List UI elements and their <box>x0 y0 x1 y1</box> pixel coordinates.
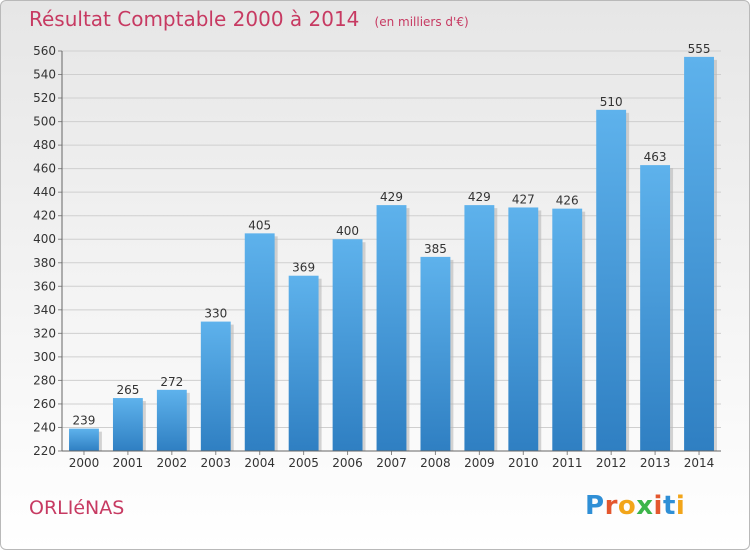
x-tick-label: 2001 <box>113 456 144 470</box>
x-tick-label: 2004 <box>244 456 275 470</box>
bar-value-label: 405 <box>248 218 271 232</box>
bar-value-label: 427 <box>512 192 535 206</box>
logo-letter: t <box>662 491 676 521</box>
bar-value-label: 555 <box>688 42 711 56</box>
bar-value-label: 426 <box>556 194 579 208</box>
y-tick-label: 220 <box>33 444 56 458</box>
y-tick-label: 460 <box>33 162 56 176</box>
logo-letter: x <box>636 491 654 521</box>
bar-value-label: 385 <box>424 242 447 256</box>
logo-letter: o <box>617 491 637 521</box>
y-tick-label: 440 <box>33 185 56 199</box>
x-tick-label: 2006 <box>332 456 363 470</box>
bar-value-label: 369 <box>292 261 315 275</box>
y-tick-label: 520 <box>33 91 56 105</box>
x-tick-label: 2005 <box>288 456 319 470</box>
bar-value-label: 510 <box>600 95 623 109</box>
bar <box>640 165 671 451</box>
x-tick-label: 2012 <box>596 456 627 470</box>
y-tick-label: 360 <box>33 279 56 293</box>
bar <box>69 428 99 451</box>
x-tick-label: 2007 <box>376 456 407 470</box>
chart-title-block: Résultat Comptable 2000 à 2014 (en milli… <box>29 7 469 31</box>
bar <box>420 256 451 451</box>
bar-value-label: 239 <box>73 414 96 428</box>
bar <box>376 205 407 451</box>
logo-letter: i <box>653 491 663 521</box>
y-tick-label: 560 <box>33 44 56 58</box>
y-tick-label: 500 <box>33 115 56 129</box>
logo-letter: P <box>585 491 605 521</box>
bar <box>288 275 319 451</box>
y-tick-label: 540 <box>33 68 56 82</box>
x-tick-label: 2008 <box>420 456 451 470</box>
bar <box>508 207 539 451</box>
x-tick-label: 2013 <box>640 456 671 470</box>
bar <box>112 398 143 451</box>
logo-letter: r <box>604 491 618 521</box>
bar-value-label: 429 <box>380 190 403 204</box>
bar <box>596 109 627 451</box>
axes: 220 240 260 280 300 320 340 360 380 400 420 440 460 4… <box>33 44 721 470</box>
y-tick-label: 340 <box>33 303 56 317</box>
y-tick-label: 240 <box>33 420 56 434</box>
y-tick-label: 300 <box>33 350 56 364</box>
x-tick-label: 2000 <box>69 456 100 470</box>
chart-unit: (en milliers d'€) <box>374 15 469 29</box>
proxiti-logo: Proxiti <box>585 491 685 521</box>
x-tick-label: 2002 <box>157 456 188 470</box>
chart-title: Résultat Comptable 2000 à 2014 <box>29 7 360 31</box>
bar <box>332 239 363 451</box>
y-tick-label: 260 <box>33 397 56 411</box>
bar-value-label: 400 <box>336 224 359 238</box>
bar-value-label: 272 <box>160 375 183 389</box>
bar <box>244 233 275 451</box>
commune-name: ORLIéNAS <box>29 497 125 519</box>
bar-value-label: 330 <box>204 307 227 321</box>
bars: 239 265 272 330 405 369 400 429 385 429 427 426 510 4… <box>69 42 717 451</box>
y-tick-label: 480 <box>33 138 56 152</box>
x-tick-label: 2011 <box>552 456 583 470</box>
bar-value-label: 463 <box>644 150 667 164</box>
y-tick-label: 280 <box>33 373 56 387</box>
y-tick-label: 400 <box>33 232 56 246</box>
bar-value-label: 429 <box>468 190 491 204</box>
x-tick-label: 2014 <box>684 456 715 470</box>
bar <box>200 321 231 451</box>
x-tick-label: 2009 <box>464 456 495 470</box>
y-tick-label: 320 <box>33 326 56 340</box>
bar <box>464 205 495 451</box>
y-tick-label: 420 <box>33 209 56 223</box>
bar <box>684 56 714 451</box>
y-tick-label: 380 <box>33 256 56 270</box>
bar <box>552 208 583 451</box>
bar-value-label: 265 <box>116 383 139 397</box>
x-tick-label: 2003 <box>200 456 231 470</box>
logo-letter: i <box>675 491 686 521</box>
x-tick-label: 2010 <box>508 456 539 470</box>
bar <box>156 389 187 451</box>
